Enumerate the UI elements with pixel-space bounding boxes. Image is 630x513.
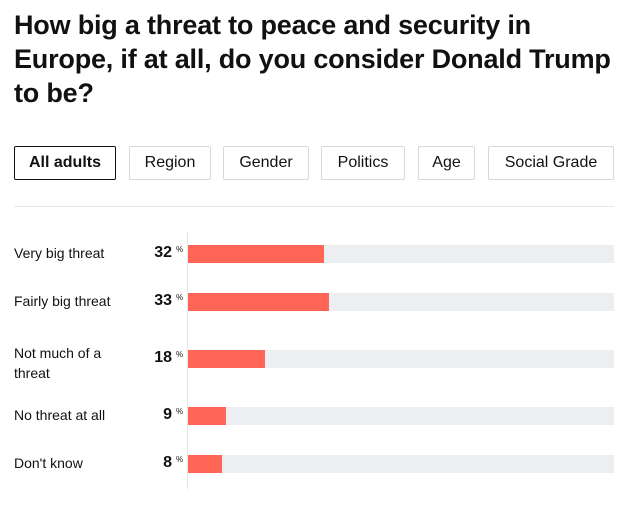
bar bbox=[188, 245, 325, 263]
value-label: 9 bbox=[163, 406, 172, 423]
percent-sign: % bbox=[176, 245, 184, 254]
percent-sign: % bbox=[176, 455, 184, 464]
value-label: 8 bbox=[163, 454, 172, 471]
bar bbox=[188, 455, 223, 473]
axis-line bbox=[187, 232, 188, 489]
percent-sign: % bbox=[176, 293, 184, 302]
value-label: 33 bbox=[154, 292, 172, 309]
divider bbox=[14, 206, 614, 207]
chart-title: How big a threat to peace and security i… bbox=[14, 10, 611, 108]
bar bbox=[188, 293, 329, 311]
bar-track bbox=[188, 455, 614, 473]
category-label: Don't know bbox=[14, 455, 83, 471]
tab-gender[interactable]: Gender bbox=[223, 146, 309, 180]
value-label: 32 bbox=[154, 244, 172, 261]
category-label: Very big threat bbox=[14, 245, 105, 261]
category-label: Fairly big threat bbox=[14, 293, 111, 309]
category-label: No threat at all bbox=[14, 407, 106, 423]
bar bbox=[188, 350, 265, 368]
bar bbox=[188, 407, 227, 425]
tab-all-adults[interactable]: All adults bbox=[14, 146, 116, 180]
tab-politics[interactable]: Politics bbox=[321, 146, 405, 180]
bar-track bbox=[188, 293, 614, 311]
percent-sign: % bbox=[176, 407, 184, 416]
bar-track bbox=[188, 350, 614, 368]
tab-region[interactable]: Region bbox=[129, 146, 211, 180]
tab-social-grade[interactable]: Social Grade bbox=[488, 146, 614, 180]
value-label: 18 bbox=[154, 349, 172, 366]
percent-sign: % bbox=[176, 350, 184, 359]
bar-track bbox=[188, 245, 614, 263]
bar-track bbox=[188, 407, 614, 425]
category-label: Not much of a threat bbox=[14, 345, 102, 381]
tab-age[interactable]: Age bbox=[418, 146, 475, 180]
